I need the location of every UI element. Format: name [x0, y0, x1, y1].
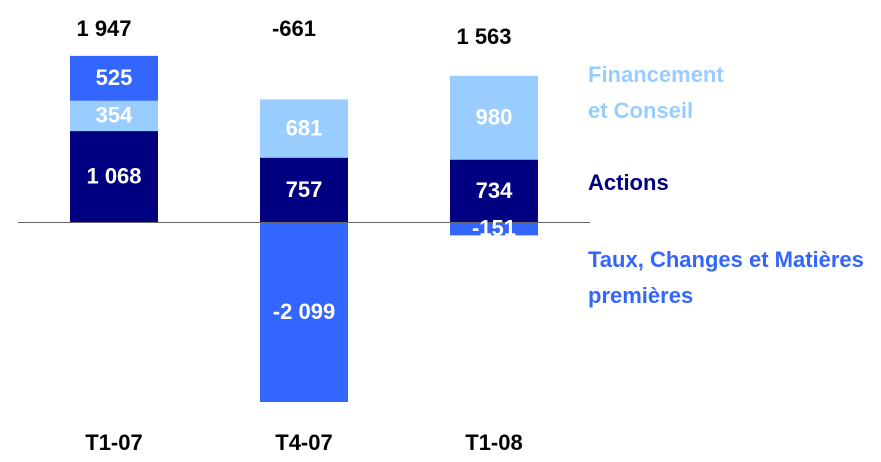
total-label: -661: [272, 16, 316, 41]
bar-segment: [450, 159, 538, 223]
bar-segment: [260, 157, 348, 223]
bar-segment: [450, 75, 538, 160]
bar-segment: [450, 222, 538, 236]
data-label: 757: [286, 177, 323, 202]
data-label: 681: [286, 115, 323, 140]
bar-segment: [70, 55, 158, 101]
data-label: 525: [96, 65, 133, 90]
total-label: 1 947: [76, 16, 131, 41]
data-label: 980: [476, 105, 513, 130]
bar-segment: [260, 99, 348, 158]
bar-segment: [70, 100, 158, 132]
x-tick-label: T4-07: [275, 430, 332, 455]
legend-entry: Actions: [588, 170, 669, 195]
x-tick-label: T1-07: [85, 430, 142, 455]
total-label: 1 563: [456, 24, 511, 49]
data-label: 1 068: [86, 164, 141, 189]
data-label: -2 099: [273, 299, 335, 324]
x-tick-label: T1-08: [465, 430, 522, 455]
data-label: 734: [476, 178, 513, 203]
bar-segment: [260, 222, 348, 403]
legend-entry: Taux, Changes et Matières premières: [588, 247, 864, 308]
bar-segment: [70, 131, 158, 223]
legend-entry: Financement et Conseil: [588, 62, 724, 123]
data-label: 354: [96, 103, 133, 128]
data-label: -151: [472, 216, 516, 241]
